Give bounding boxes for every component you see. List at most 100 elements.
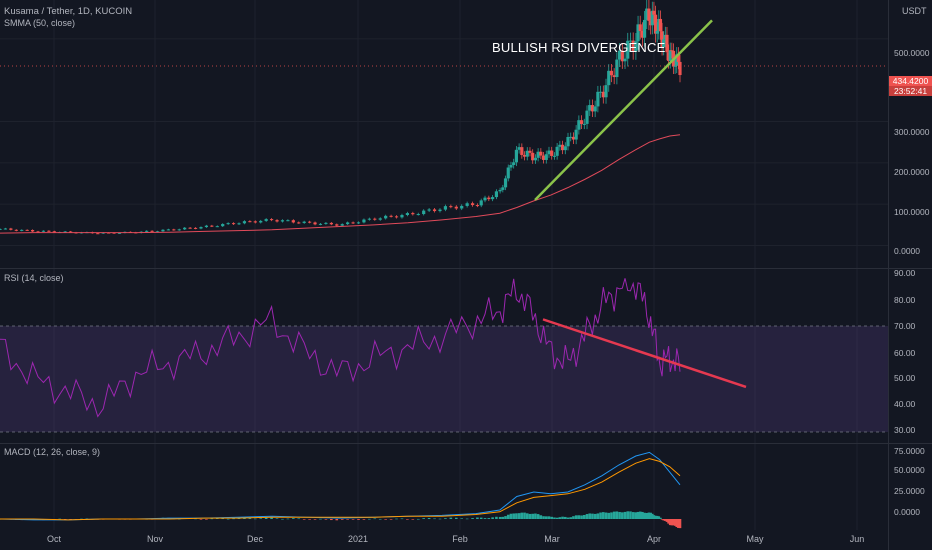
- candle-body: [501, 187, 505, 190]
- macd-histogram-bar: [647, 512, 651, 519]
- macd-histogram-bar: [504, 516, 507, 519]
- macd-histogram-bar: [563, 516, 567, 519]
- macd-histogram-bar: [539, 515, 543, 519]
- macd-histogram-bar: [506, 514, 510, 519]
- candle-body: [479, 200, 483, 206]
- currency-label[interactable]: USDT: [902, 6, 927, 16]
- candle-body: [308, 221, 312, 223]
- macd-histogram-bar: [444, 518, 447, 519]
- candle-body: [117, 232, 122, 234]
- candle-body: [193, 227, 198, 229]
- candle-body: [623, 58, 627, 62]
- candle-body: [525, 150, 529, 157]
- candle-body: [280, 220, 285, 222]
- macd-histogram-bar: [634, 512, 638, 519]
- macd-histogram-bar: [340, 519, 344, 520]
- macd-histogram-bar: [572, 516, 575, 519]
- macd-histogram-bar: [373, 518, 377, 520]
- candle-body: [30, 230, 35, 232]
- macd-histogram-bar: [313, 519, 317, 520]
- price-axis-separator: [888, 0, 889, 550]
- candle-body: [150, 230, 154, 232]
- candle-body: [658, 18, 663, 32]
- macd-histogram-bar: [411, 519, 415, 520]
- candle-body: [604, 85, 608, 98]
- candle-body: [662, 39, 666, 48]
- macd-histogram-bar: [422, 518, 425, 519]
- macd-histogram-bar: [471, 518, 474, 519]
- macd-histogram-bar: [566, 517, 570, 519]
- macd-histogram-bar: [534, 513, 537, 519]
- candle-body: [483, 197, 487, 201]
- macd-histogram-bar: [384, 519, 387, 520]
- candle-body: [470, 203, 475, 206]
- candle-body: [566, 137, 570, 147]
- macd-histogram-bar: [582, 514, 586, 519]
- macd-histogram-bar: [483, 518, 487, 519]
- candle-body: [346, 222, 350, 225]
- macd-histogram-bar: [406, 519, 409, 520]
- candle-body: [609, 70, 614, 76]
- candle-body: [41, 230, 46, 232]
- macd-histogram-bar: [465, 518, 469, 520]
- candle-body: [645, 8, 649, 20]
- smma-line: [0, 134, 681, 234]
- candle-body: [491, 197, 495, 200]
- macd-histogram-bar: [596, 513, 600, 519]
- candle-body: [552, 155, 557, 157]
- macd-histogram-bar: [561, 516, 564, 519]
- symbol-title[interactable]: Kusama / Tether, 1D, KUCOIN: [4, 6, 133, 17]
- macd-pane-label[interactable]: MACD (12, 26, close, 9): [4, 447, 101, 457]
- macd-histogram-bar: [580, 515, 583, 519]
- macd-histogram-bar: [536, 514, 540, 519]
- candle-body: [400, 215, 404, 218]
- smma-indicator-label[interactable]: SMMA (50, close): [4, 18, 76, 28]
- candle-body: [63, 231, 67, 233]
- macd-histogram-bar: [542, 516, 545, 519]
- macd-line: [0, 451, 681, 521]
- candle-body: [226, 223, 230, 225]
- macd-histogram-bar: [654, 515, 657, 519]
- candle-body: [652, 10, 656, 15]
- macd-histogram-bar: [357, 519, 360, 520]
- macd-histogram-bar: [254, 518, 257, 520]
- macd-histogram-bar: [660, 519, 664, 520]
- candle-body: [69, 231, 73, 233]
- candle-body: [655, 30, 659, 34]
- candle-body: [628, 40, 633, 42]
- macd-histogram-bar: [259, 518, 263, 519]
- macd-histogram-bar: [678, 519, 682, 529]
- macd-histogram-bar: [232, 518, 235, 520]
- candle-body: [362, 219, 366, 223]
- date-tick: Jun: [849, 534, 865, 544]
- pane-separator: [0, 268, 932, 269]
- candle-body: [356, 222, 361, 224]
- macd-histogram-bar: [517, 513, 521, 519]
- macd-histogram-bar: [297, 518, 301, 520]
- candle-body: [544, 154, 548, 160]
- candle-body: [475, 205, 480, 207]
- rsi-tick: 50.00: [894, 373, 916, 383]
- candle-body: [161, 229, 165, 232]
- candle-body: [517, 147, 521, 150]
- candle-body: [520, 147, 524, 155]
- candle-body: [297, 222, 301, 224]
- macd-histogram-bar: [636, 511, 640, 519]
- macd-histogram-bar: [643, 512, 646, 519]
- candle-body: [313, 222, 317, 225]
- date-tick: Dec: [246, 534, 264, 544]
- macd-histogram-bar: [655, 515, 659, 519]
- macd-histogram-bar: [652, 515, 656, 519]
- candle-body: [642, 19, 647, 38]
- candle-body: [248, 221, 252, 223]
- candle-body: [668, 50, 672, 61]
- candle-body: [177, 229, 181, 231]
- candle-body: [563, 146, 567, 151]
- macd-histogram-bar: [501, 516, 505, 519]
- candle-body: [465, 203, 469, 206]
- candle-body: [536, 151, 540, 158]
- candle-body: [593, 106, 597, 112]
- rsi-pane-label[interactable]: RSI (14, close): [4, 273, 64, 283]
- candle-body: [96, 233, 100, 235]
